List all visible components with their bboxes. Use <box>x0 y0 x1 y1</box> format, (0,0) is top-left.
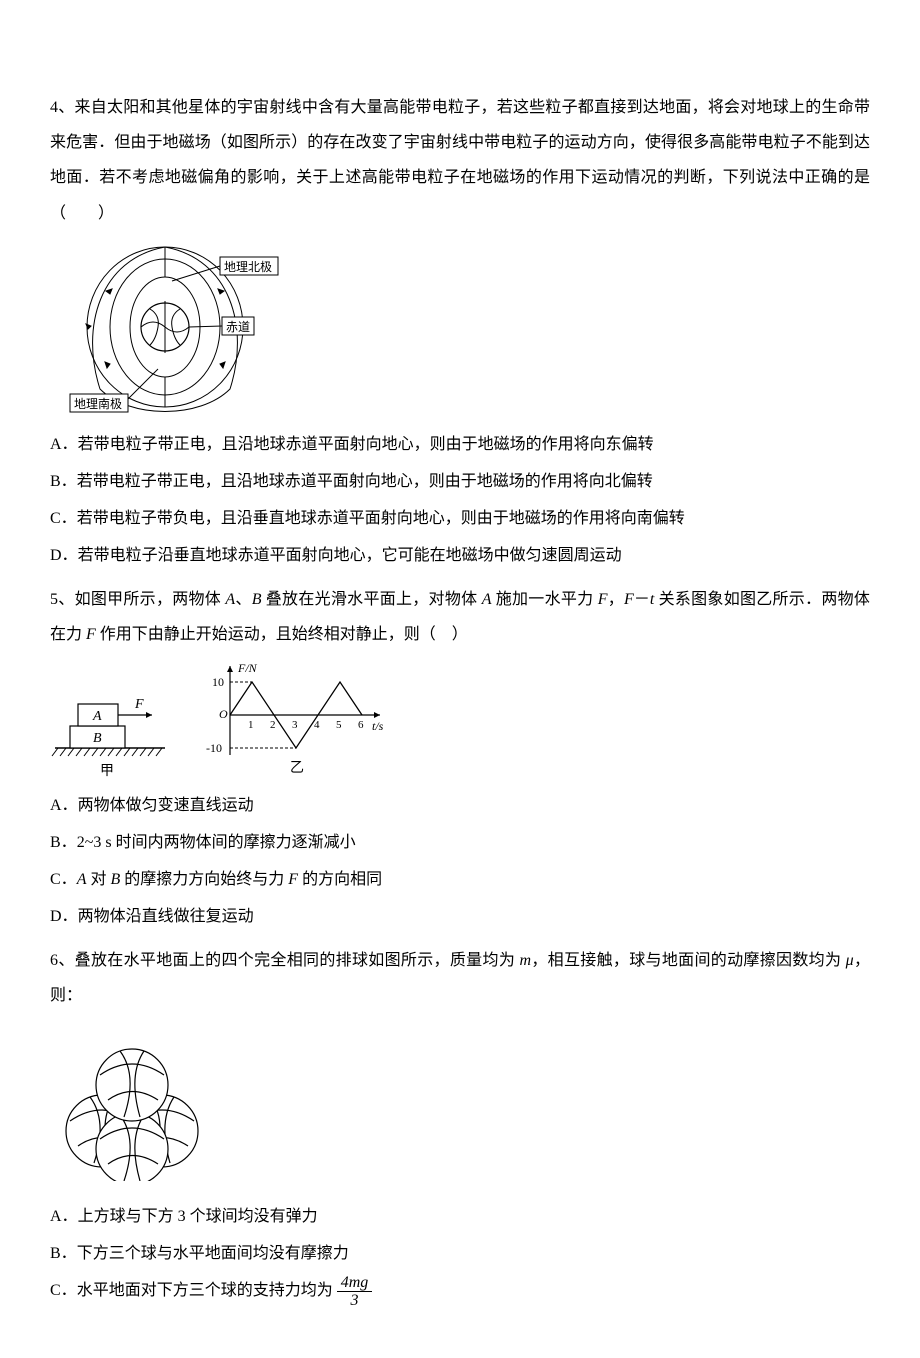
q5-yi-ytick-n10: -10 <box>206 741 222 755</box>
q5-jia-label-f: F <box>134 697 144 712</box>
q5-figure-yi: F/N t/s O 10 -10 123456 乙 <box>200 660 390 780</box>
q5-option-c: C．A 对 B 的摩擦力方向始终与力 F 的方向相同 <box>50 862 870 897</box>
question-5: 5、如图甲所示，两物体 A、B 叠放在光滑水平面上，对物体 A 施加一水平力 F… <box>50 582 870 935</box>
q5-option-b: B．2~3 s 时间内两物体间的摩擦力逐渐减小 <box>50 825 870 860</box>
q6-option-b: B．下方三个球与水平地面间均没有摩擦力 <box>50 1236 870 1271</box>
q4-number: 4、 <box>50 99 74 116</box>
q6-number: 6、 <box>50 952 75 969</box>
q4-option-b: B．若带电粒子带正电，且沿地球赤道平面射向地心，则由于地磁场的作用将向北偏转 <box>50 464 870 499</box>
q5-text: 5、如图甲所示，两物体 A、B 叠放在光滑水平面上，对物体 A 施加一水平力 F… <box>50 582 870 652</box>
q6-c-fraction: 4mg3 <box>337 1274 373 1310</box>
q5-figure-jia: B A F 甲 <box>50 670 170 780</box>
svg-text:1: 1 <box>248 719 254 731</box>
q5-yi-ylabel: F/N <box>237 661 258 675</box>
q5-figures: B A F 甲 F/N t/s O 10 -10 123456 <box>50 660 870 780</box>
q5-jia-label-a: A <box>92 709 102 724</box>
q5-yi-origin: O <box>219 707 228 721</box>
q4-label-north: 地理北极 <box>224 260 272 274</box>
q6-option-c: C．水平地面对下方三个球的支持力均为 4mg3 <box>50 1273 870 1309</box>
q5-yi-xlabel: t/s <box>372 719 384 733</box>
question-4: 4、来自太阳和其他星体的宇宙射线中含有大量高能带电粒子，若这些粒子都直接到达地面… <box>50 90 870 574</box>
q6-option-a: A．上方球与下方 3 个球间均没有弹力 <box>50 1199 870 1234</box>
q4-option-c: C．若带电粒子带负电，且沿垂直地球赤道平面射向地心，则由于地磁场的作用将向南偏转 <box>50 501 870 536</box>
q5-option-a: A．两物体做匀变速直线运动 <box>50 788 870 823</box>
svg-text:3: 3 <box>292 719 298 731</box>
svg-text:5: 5 <box>336 719 342 731</box>
q4-body: 来自太阳和其他星体的宇宙射线中含有大量高能带电粒子，若这些粒子都直接到达地面，将… <box>50 99 870 186</box>
svg-text:6: 6 <box>358 719 364 731</box>
q5-number: 5、 <box>50 591 75 608</box>
q5-jia-caption: 甲 <box>100 764 114 779</box>
q6-text: 6、叠放在水平地面上的四个完全相同的排球如图所示，质量均为 m，相互接触，球与地… <box>50 943 870 1013</box>
q5-option-d: D．两物体沿直线做往复运动 <box>50 899 870 934</box>
q4-text: 4、来自太阳和其他星体的宇宙射线中含有大量高能带电粒子，若这些粒子都直接到达地面… <box>50 90 870 231</box>
q6-figure-volleyballs <box>50 1031 870 1181</box>
svg-text:2: 2 <box>270 719 276 731</box>
question-6: 6、叠放在水平地面上的四个完全相同的排球如图所示，质量均为 m，相互接触，球与地… <box>50 943 870 1310</box>
q4-label-south: 地理南极 <box>74 396 122 411</box>
q4-option-d: D．若带电粒子沿垂直地球赤道平面射向地心，它可能在地磁场中做匀速圆周运动 <box>50 538 870 573</box>
q4-paren: （ ） <box>50 205 114 222</box>
q4-option-a: A．若带电粒子带正电，且沿地球赤道平面射向地心，则由于地磁场的作用将向东偏转 <box>50 427 870 462</box>
q4-label-equator: 赤道 <box>226 320 250 334</box>
q5-yi-caption: 乙 <box>290 760 304 776</box>
q5-yi-ytick-10: 10 <box>212 675 224 689</box>
q4-figure-earth-magnetic: 地理北极 赤道 地理南极 <box>50 239 870 419</box>
q5-jia-label-b: B <box>93 731 102 746</box>
